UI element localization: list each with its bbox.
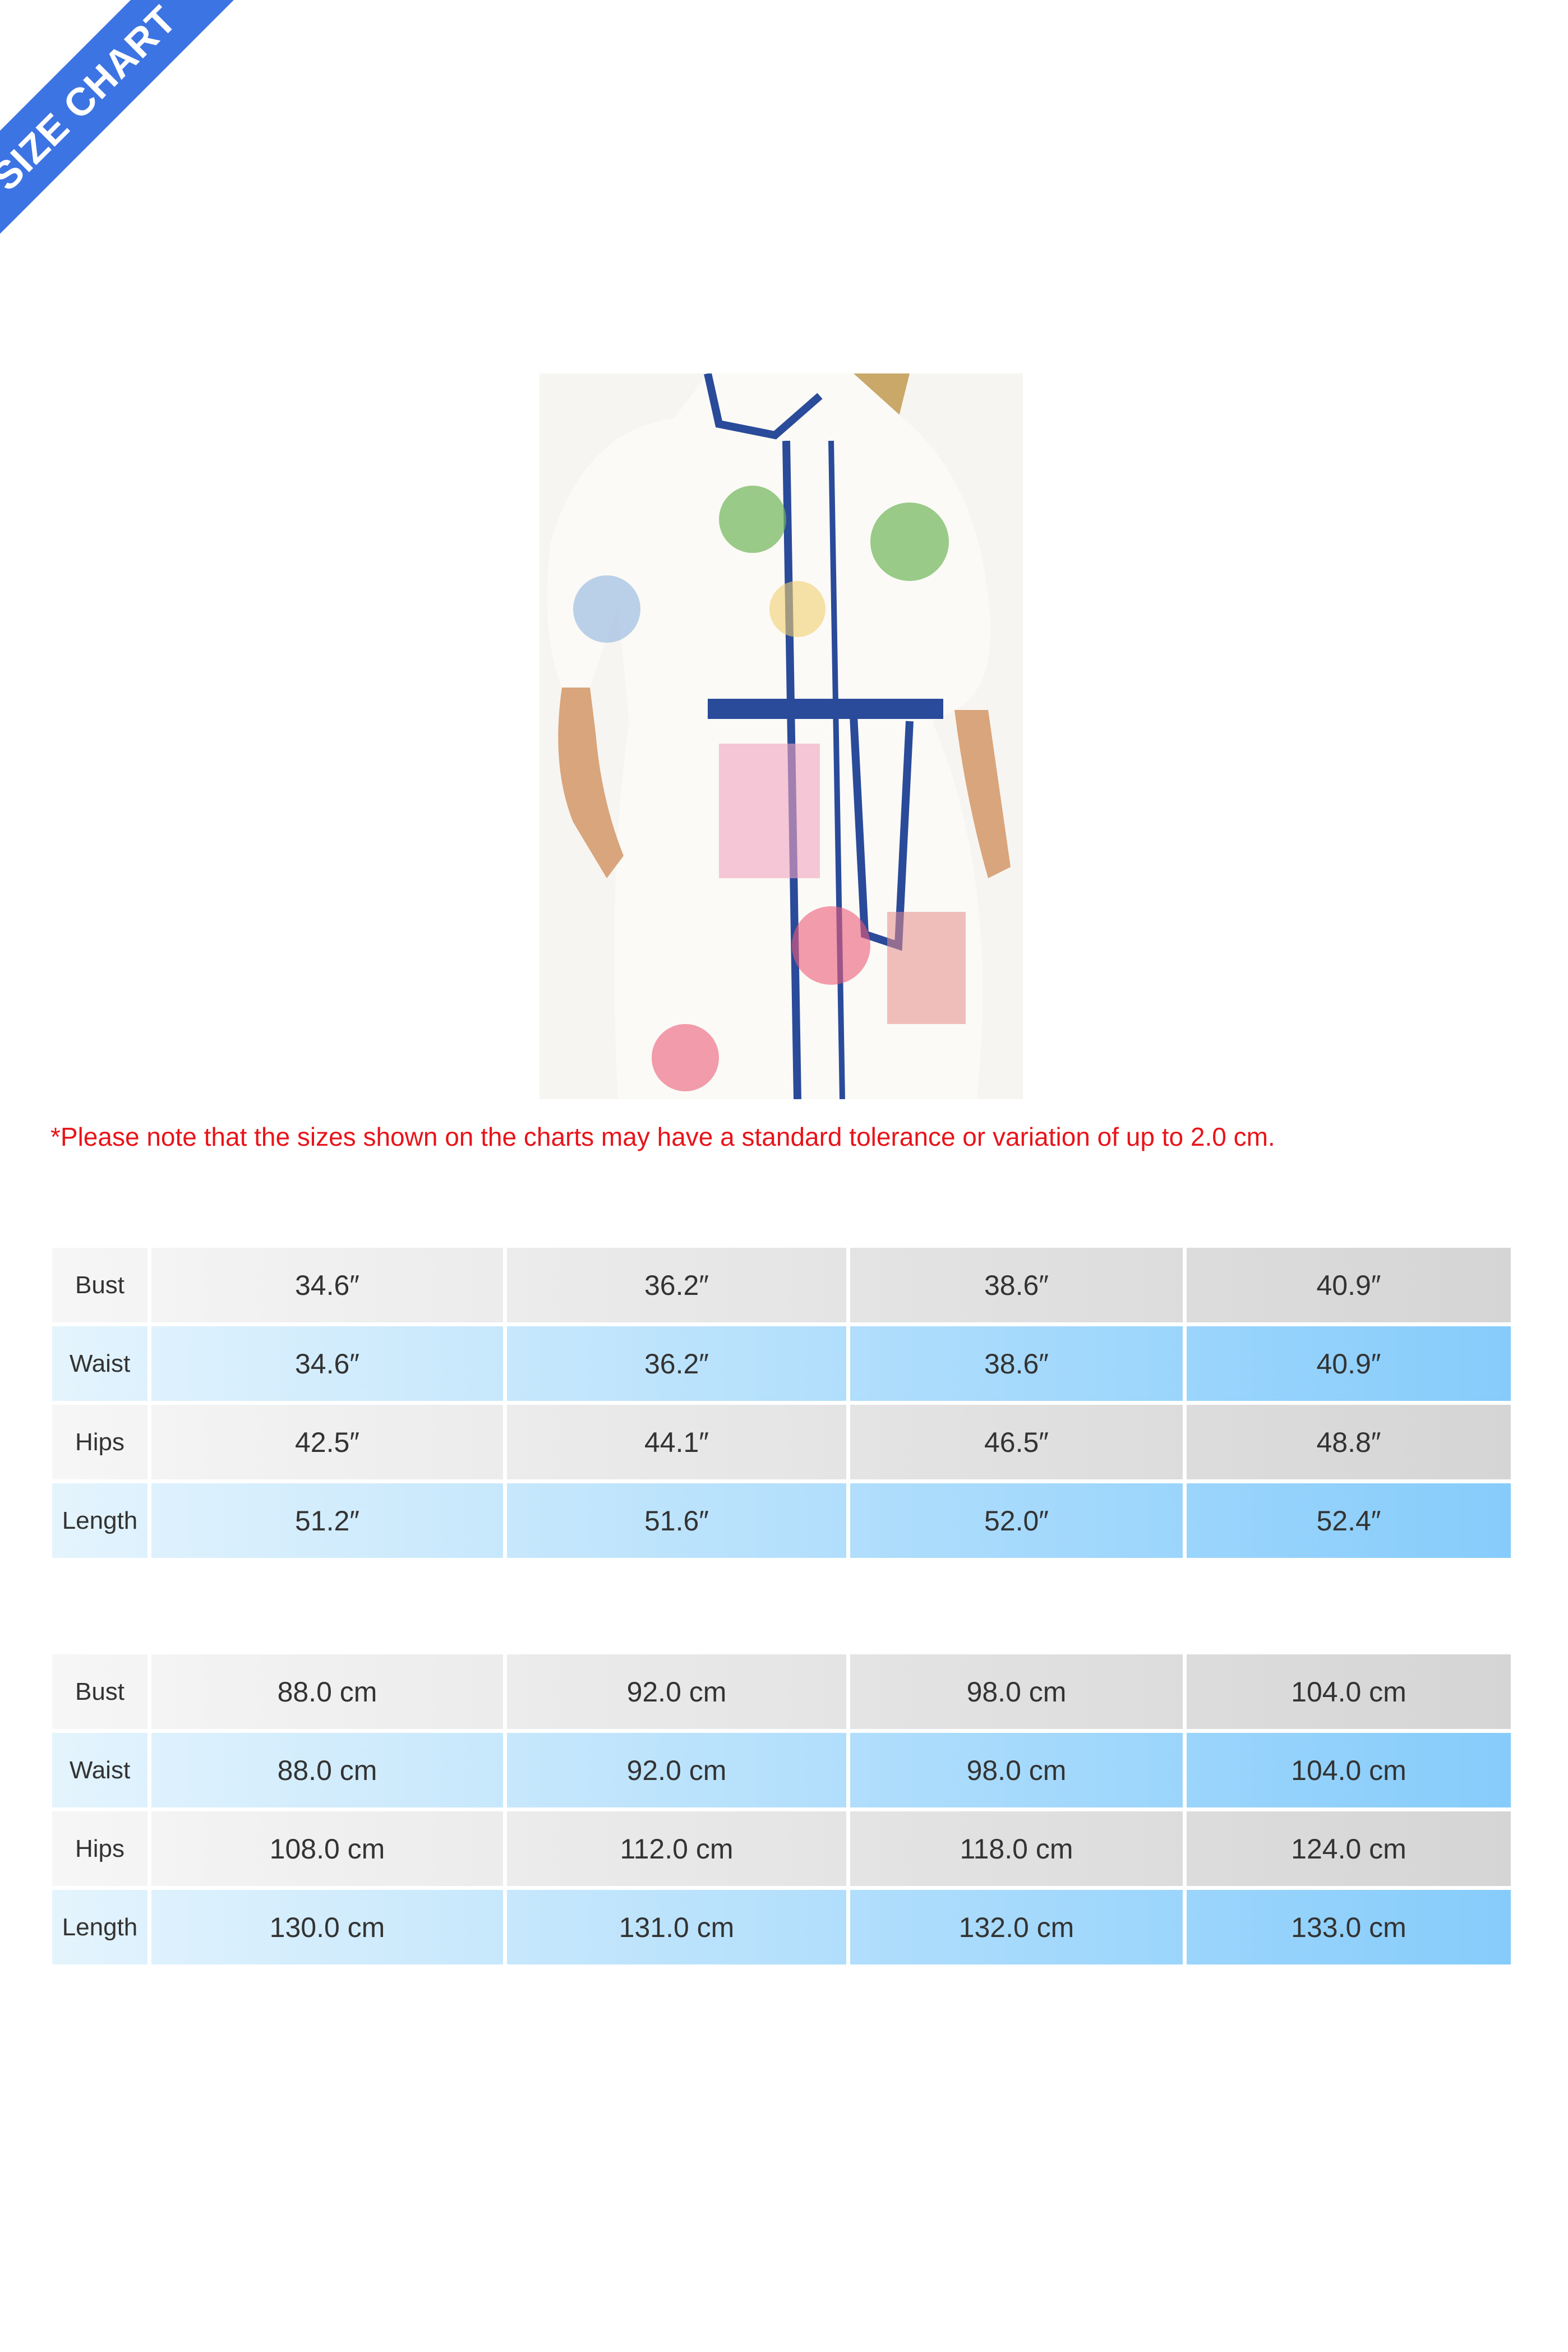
cell: 98.0 cm [850,1733,1187,1811]
cell: 34.6″ [151,1248,507,1326]
cell: 34.6″ [151,1326,507,1405]
cell: 52.4″ [1187,1483,1511,1562]
table-row: Bust 34.6″ 36.2″ 38.6″ 40.9″ [52,1248,1511,1326]
dress-illustration [547,373,1011,1099]
cell: 132.0 cm [850,1890,1187,1968]
unit-header: CM [52,1593,151,1654]
size-header-xl: XL [1187,1186,1511,1248]
cell: 133.0 cm [1187,1890,1511,1968]
cell: 36.2″ [507,1326,850,1405]
cell: 40.9″ [1187,1326,1511,1405]
cell: 131.0 cm [507,1890,850,1968]
cell: 38.6″ [850,1248,1187,1326]
cell: 124.0 cm [1187,1811,1511,1890]
size-chart-ribbon: SIZE CHART [0,0,236,236]
cell: 92.0 cm [507,1733,850,1811]
table-row: Hips 42.5″ 44.1″ 46.5″ 48.8″ [52,1405,1511,1483]
row-label: Bust [52,1654,151,1733]
cell: 51.2″ [151,1483,507,1562]
cell: 48.8″ [1187,1405,1511,1483]
cell: 108.0 cm [151,1811,507,1890]
row-label: Length [52,1483,151,1562]
cell: 46.5″ [850,1405,1187,1483]
cell: 118.0 cm [850,1811,1187,1890]
tolerance-note: *Please note that the sizes shown on the… [50,1122,1275,1151]
ribbon-label: SIZE CHART [0,0,236,236]
table-row: Hips 108.0 cm 112.0 cm 118.0 cm 124.0 cm [52,1811,1511,1890]
table-row: Waist 34.6″ 36.2″ 38.6″ 40.9″ [52,1326,1511,1405]
cell: 88.0 cm [151,1654,507,1733]
size-table-cm: CM S M L XL Bust 88.0 cm 92.0 cm 98.0 cm… [52,1593,1511,1968]
cell: 88.0 cm [151,1733,507,1811]
cell: 51.6″ [507,1483,850,1562]
cell: 130.0 cm [151,1890,507,1968]
cell: 36.2″ [507,1248,850,1326]
table-row: Length 130.0 cm 131.0 cm 132.0 cm 133.0 … [52,1890,1511,1968]
size-header-m: M [507,1593,850,1654]
cell: 52.0″ [850,1483,1187,1562]
row-label: Bust [52,1248,151,1326]
size-header-l: L [850,1593,1187,1654]
cell: 104.0 cm [1187,1733,1511,1811]
cell: 38.6″ [850,1326,1187,1405]
size-header-s: S [151,1593,507,1654]
table-header: Inches S M L XL [52,1186,1511,1248]
row-label: Waist [52,1326,151,1405]
size-header-s: S [151,1186,507,1248]
cell: 104.0 cm [1187,1654,1511,1733]
row-label: Hips [52,1811,151,1890]
unit-header: Inches [52,1186,151,1248]
row-label: Length [52,1890,151,1968]
cell: 40.9″ [1187,1248,1511,1326]
cell: 92.0 cm [507,1654,850,1733]
product-photo [539,373,1023,1099]
size-header-l: L [850,1186,1187,1248]
table-row: Length 51.2″ 51.6″ 52.0″ 52.4″ [52,1483,1511,1562]
cell: 42.5″ [151,1405,507,1483]
size-header-m: M [507,1186,850,1248]
table-header: CM S M L XL [52,1593,1511,1654]
cell: 112.0 cm [507,1811,850,1890]
row-label: Waist [52,1733,151,1811]
size-table-inches: Inches S M L XL Bust 34.6″ 36.2″ 38.6″ 4… [52,1186,1511,1562]
cell: 44.1″ [507,1405,850,1483]
table-row: Waist 88.0 cm 92.0 cm 98.0 cm 104.0 cm [52,1733,1511,1811]
size-header-xl: XL [1187,1593,1511,1654]
table-row: Bust 88.0 cm 92.0 cm 98.0 cm 104.0 cm [52,1654,1511,1733]
cell: 98.0 cm [850,1654,1187,1733]
row-label: Hips [52,1405,151,1483]
